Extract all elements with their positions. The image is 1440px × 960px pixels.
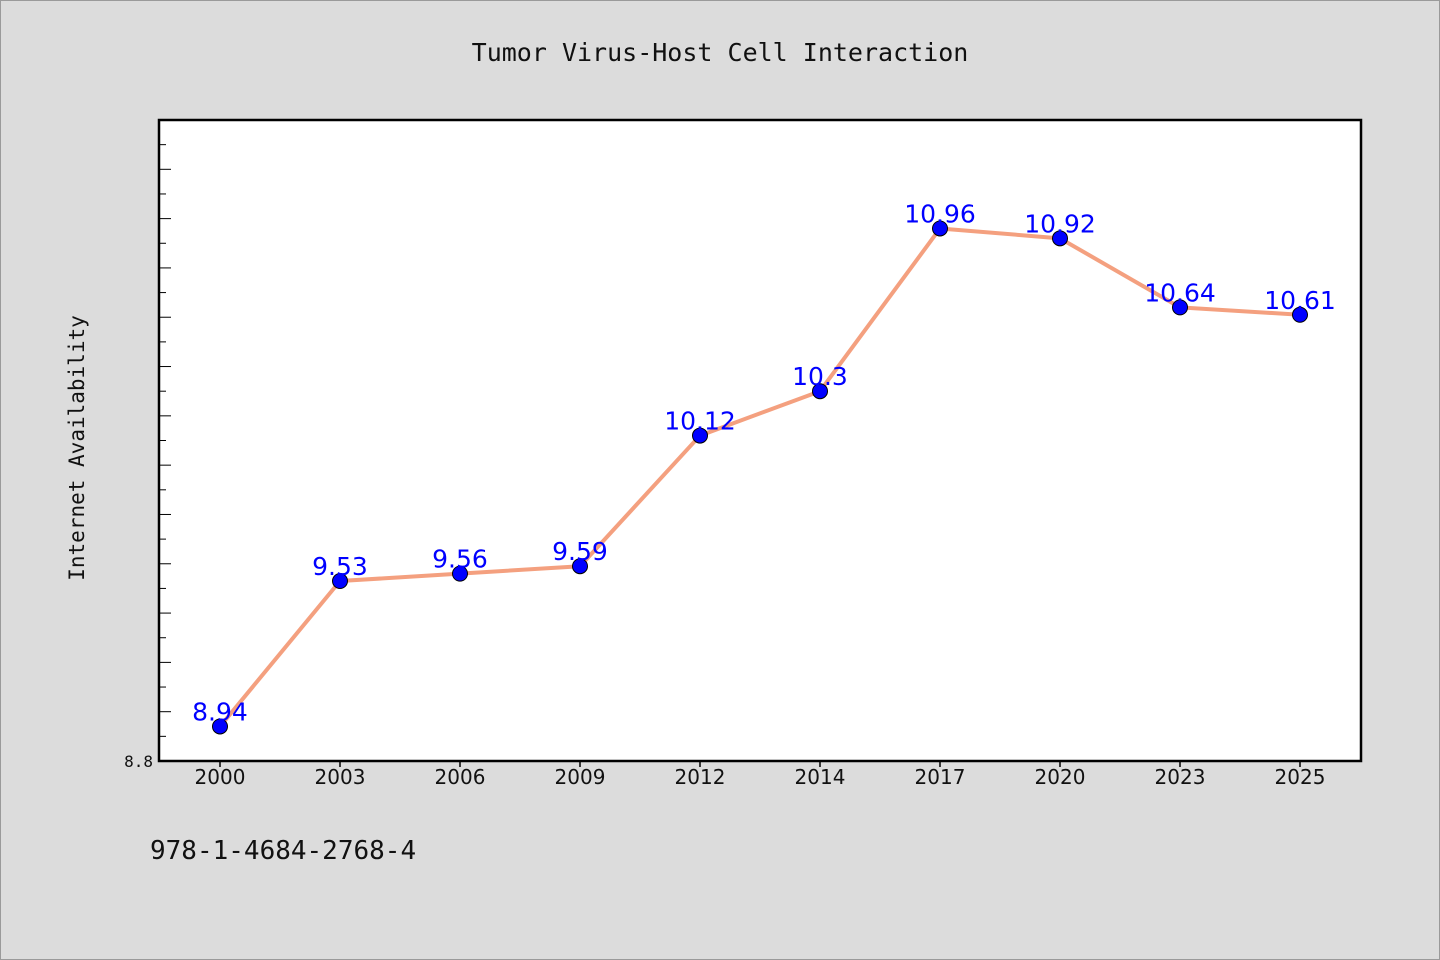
data-point: [932, 220, 948, 237]
y-axis-label: Internet Availability: [65, 315, 89, 581]
isbn-label: 978-1-4684-2768-4: [150, 836, 417, 866]
data-point: [452, 565, 468, 582]
data-label: 10.3: [792, 362, 848, 391]
data-label: 10.64: [1144, 278, 1216, 307]
data-label: 9.56: [432, 545, 488, 574]
data-label: 8.94: [192, 697, 248, 726]
y-axis-ticks: 8.8: [124, 144, 171, 771]
data-point: [812, 383, 828, 400]
x-axis-ticks: 2000 2003 2006 2009 2012 2014 2017 2020 2023 2025: [195, 761, 1326, 789]
data-label: 9.59: [552, 537, 608, 566]
x-tick-label: 2020: [1035, 765, 1086, 789]
plot-area: [157, 118, 1363, 763]
data-label: 10.92: [1024, 209, 1096, 238]
data-point: [1172, 299, 1188, 316]
data-markers: [212, 220, 1308, 735]
x-tick-label: 2003: [315, 765, 366, 789]
data-point: [332, 573, 348, 590]
data-label: 10.96: [904, 199, 976, 228]
data-label: 9.53: [312, 552, 368, 581]
chart-title: Tumor Virus-Host Cell Interaction: [472, 38, 969, 67]
x-tick-label: 2009: [555, 765, 606, 789]
x-tick-label: 2014: [795, 765, 846, 789]
x-tick-label: 2023: [1155, 765, 1206, 789]
data-label: 10.61: [1264, 286, 1336, 315]
data-point: [572, 558, 588, 575]
data-point: [212, 718, 228, 735]
x-tick-label: 2000: [195, 765, 246, 789]
data-point: [1052, 230, 1068, 247]
x-tick-label: 2025: [1275, 765, 1326, 789]
data-labels: 8.94 9.53 9.56 9.59 10.12 10.3 10.96 10.92 10.64…: [192, 199, 1336, 726]
x-tick-label: 2006: [435, 765, 486, 789]
x-tick-label: 2012: [675, 765, 726, 789]
data-point: [1292, 306, 1308, 323]
data-label: 10.12: [664, 407, 736, 436]
data-point: [692, 427, 708, 444]
y-tick-label: 8.8: [124, 752, 153, 771]
x-tick-label: 2017: [915, 765, 966, 789]
series-line: [218, 226, 1302, 729]
